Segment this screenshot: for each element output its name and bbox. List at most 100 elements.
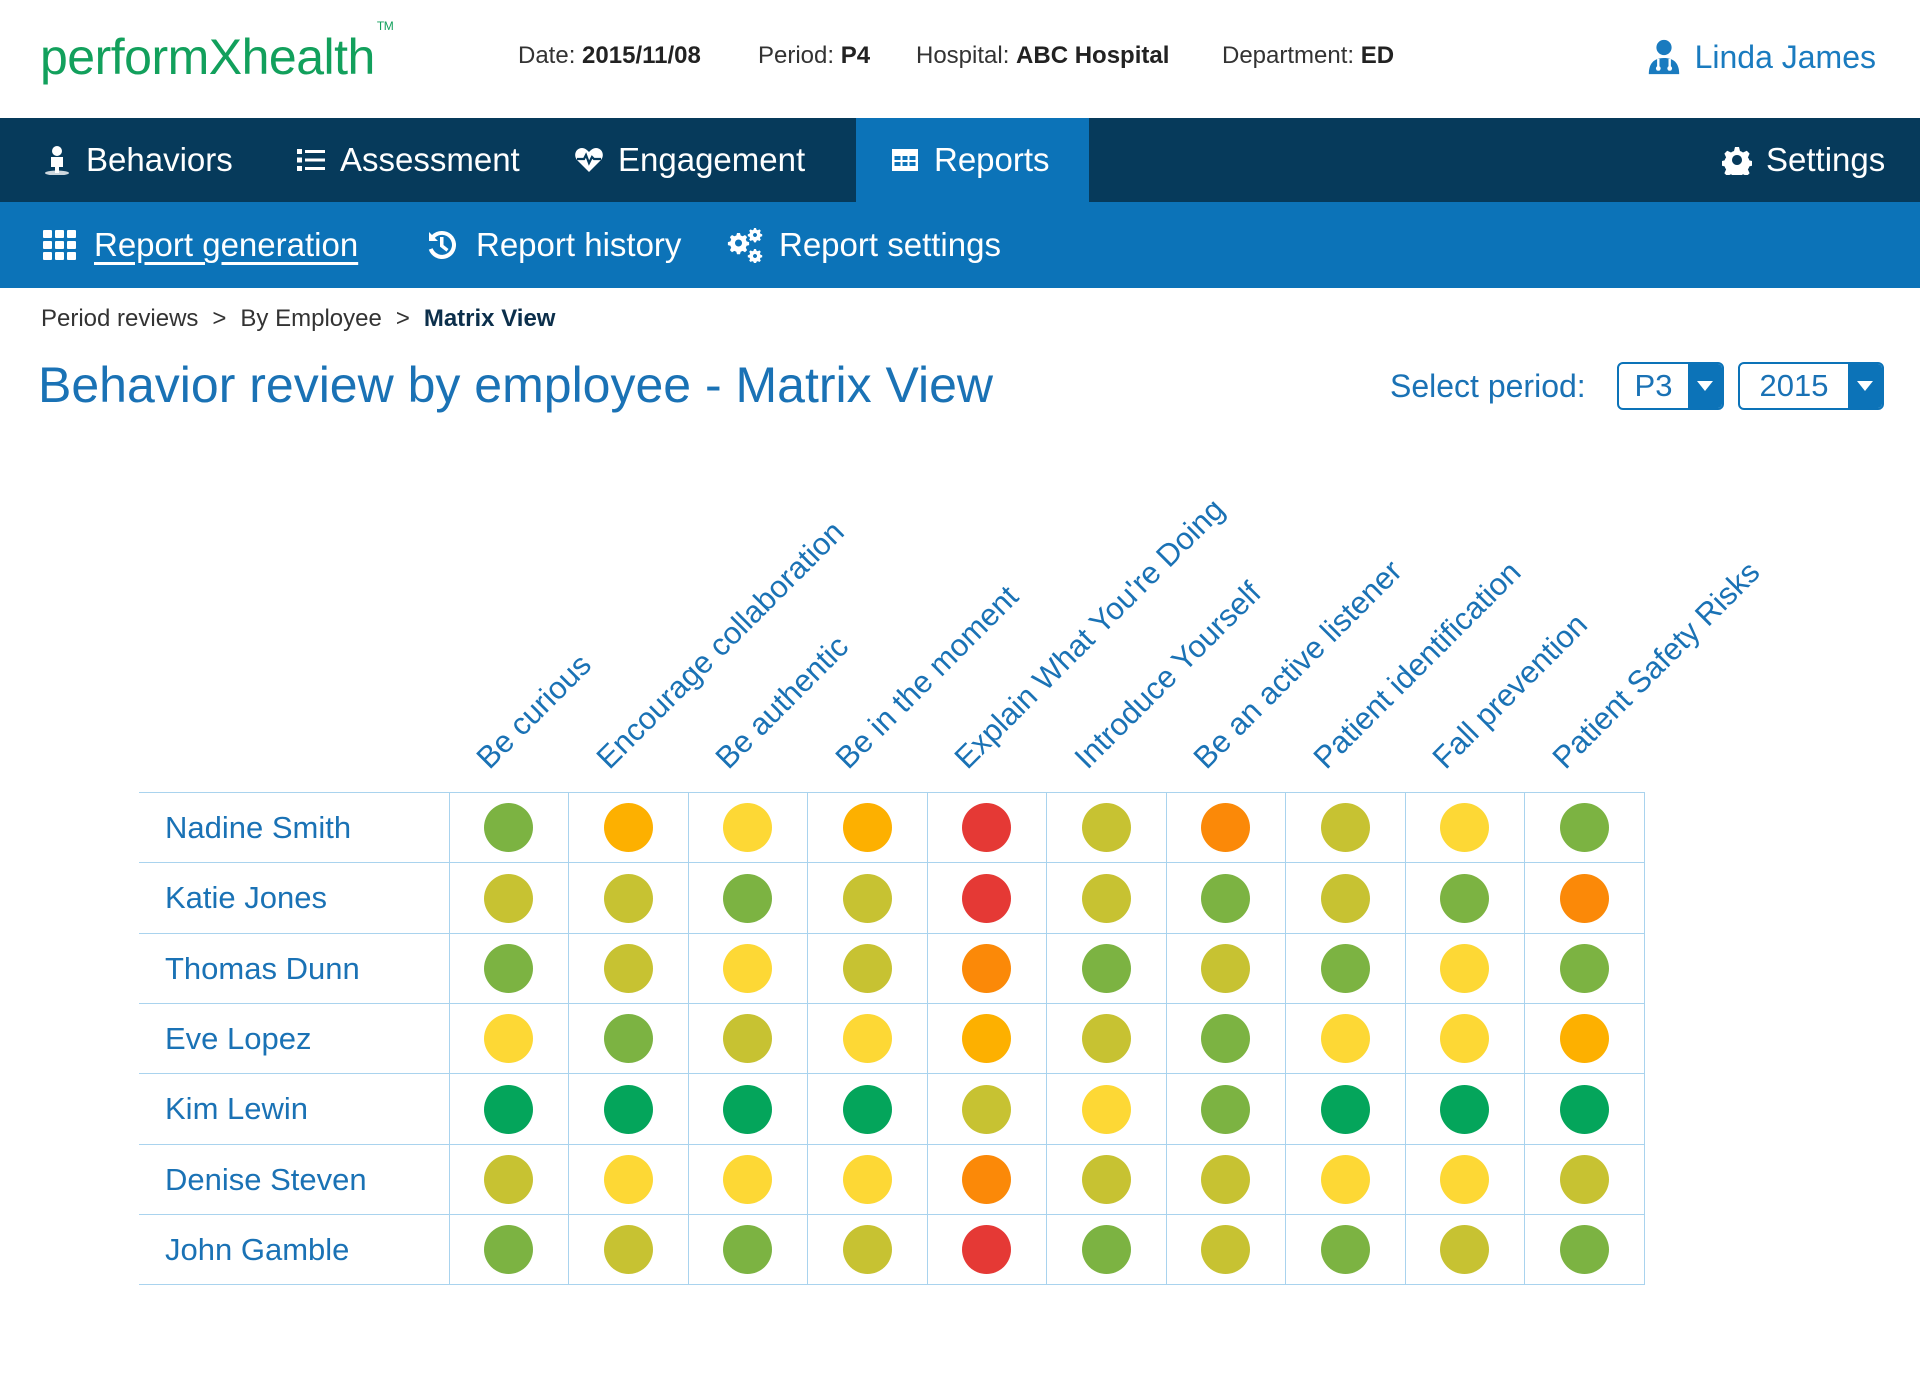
matrix-cell[interactable] (1046, 1003, 1167, 1074)
user-menu[interactable]: Linda James (1645, 38, 1876, 76)
subnav-report-settings[interactable]: Report settings (727, 202, 1001, 288)
matrix-cell[interactable] (1165, 792, 1286, 863)
rating-dot-olive[interactable] (723, 1014, 773, 1063)
rating-dot-olive[interactable] (1440, 1225, 1490, 1274)
matrix-cell[interactable] (926, 933, 1047, 1004)
rating-dot-yellow[interactable] (842, 1014, 892, 1063)
matrix-cell[interactable] (1046, 933, 1167, 1004)
rating-dot-orange[interactable] (1559, 873, 1609, 923)
rating-dot-yellow[interactable] (1440, 803, 1490, 852)
matrix-cell[interactable] (1404, 933, 1525, 1004)
rating-dot-yellow[interactable] (723, 803, 773, 852)
matrix-cell[interactable] (807, 1214, 928, 1285)
matrix-cell[interactable] (568, 1214, 689, 1285)
matrix-cell[interactable] (568, 1144, 689, 1215)
rating-dot-green[interactable] (1201, 873, 1251, 923)
matrix-cell[interactable] (448, 1214, 569, 1285)
breadcrumb-by-employee[interactable]: By Employee (240, 305, 382, 332)
rating-dot-yellow[interactable] (1320, 1014, 1370, 1063)
rating-dot-red[interactable] (962, 873, 1012, 923)
rating-dot-olive[interactable] (842, 944, 892, 993)
matrix-cell[interactable] (926, 792, 1047, 863)
matrix-cell[interactable] (1046, 1214, 1167, 1285)
matrix-cell[interactable] (1524, 933, 1645, 1004)
matrix-cell[interactable] (687, 862, 808, 934)
rating-dot-olive[interactable] (603, 873, 653, 923)
rating-dot-olive[interactable] (1320, 873, 1370, 923)
rating-dot-green[interactable] (484, 1225, 534, 1274)
rating-dot-dark-green[interactable] (1559, 1084, 1609, 1134)
rating-dot-amber[interactable] (842, 803, 892, 852)
rating-dot-dark-green[interactable] (723, 1084, 773, 1134)
matrix-cell[interactable] (448, 1073, 569, 1145)
nav-reports[interactable]: Reports (856, 118, 1089, 202)
matrix-cell[interactable] (1285, 933, 1406, 1004)
matrix-cell[interactable] (448, 933, 569, 1004)
matrix-cell[interactable] (1404, 792, 1525, 863)
rating-dot-olive[interactable] (1201, 1155, 1251, 1204)
rating-dot-amber[interactable] (962, 1014, 1012, 1063)
rating-dot-red[interactable] (962, 1225, 1012, 1274)
rating-dot-green[interactable] (1559, 803, 1609, 852)
rating-dot-yellow[interactable] (1440, 1014, 1490, 1063)
rating-dot-orange[interactable] (1201, 803, 1251, 852)
rating-dot-olive[interactable] (1081, 1155, 1131, 1204)
rating-dot-yellow[interactable] (1440, 944, 1490, 993)
matrix-cell[interactable] (1404, 1214, 1525, 1285)
matrix-cell[interactable] (1524, 792, 1645, 863)
rating-dot-green[interactable] (1559, 1225, 1609, 1274)
matrix-cell[interactable] (568, 862, 689, 934)
rating-dot-green[interactable] (484, 944, 534, 993)
subnav-report-history[interactable]: Report history (424, 202, 681, 288)
matrix-cell[interactable] (568, 1073, 689, 1145)
rating-dot-olive[interactable] (1201, 944, 1251, 993)
nav-settings[interactable]: Settings (1722, 118, 1885, 202)
rating-dot-dark-green[interactable] (1320, 1084, 1370, 1134)
app-logo[interactable]: performXhealthTM (40, 19, 394, 86)
rating-dot-olive[interactable] (1559, 1155, 1609, 1204)
matrix-cell[interactable] (1524, 1214, 1645, 1285)
matrix-cell[interactable] (1165, 1003, 1286, 1074)
rating-dot-green[interactable] (484, 803, 534, 852)
matrix-cell[interactable] (1285, 1144, 1406, 1215)
rating-dot-green[interactable] (1320, 1225, 1370, 1274)
matrix-cell[interactable] (1524, 1073, 1645, 1145)
nav-assessment[interactable]: Assessment (296, 118, 520, 202)
matrix-cell[interactable] (687, 792, 808, 863)
rating-dot-olive[interactable] (603, 1225, 653, 1274)
matrix-cell[interactable] (1046, 792, 1167, 863)
year-select[interactable]: 2015 (1738, 362, 1884, 410)
matrix-cell[interactable] (926, 1003, 1047, 1074)
matrix-cell[interactable] (926, 1144, 1047, 1215)
matrix-cell[interactable] (1165, 1214, 1286, 1285)
matrix-cell[interactable] (807, 862, 928, 934)
rating-dot-olive[interactable] (484, 873, 534, 923)
matrix-cell[interactable] (1524, 1144, 1645, 1215)
rating-dot-green[interactable] (723, 873, 773, 923)
rating-dot-yellow[interactable] (484, 1014, 534, 1063)
matrix-cell[interactable] (687, 1073, 808, 1145)
rating-dot-red[interactable] (962, 803, 1012, 852)
matrix-cell[interactable] (448, 1003, 569, 1074)
rating-dot-yellow[interactable] (723, 1155, 773, 1204)
matrix-cell[interactable] (1165, 862, 1286, 934)
matrix-cell[interactable] (448, 1144, 569, 1215)
matrix-cell[interactable] (687, 1003, 808, 1074)
rating-dot-olive[interactable] (1081, 873, 1131, 923)
nav-engagement[interactable]: Engagement (574, 118, 805, 202)
breadcrumb-period-reviews[interactable]: Period reviews (41, 305, 199, 332)
matrix-cell[interactable] (807, 1003, 928, 1074)
matrix-cell[interactable] (687, 933, 808, 1004)
rating-dot-yellow[interactable] (1440, 1155, 1490, 1204)
matrix-cell[interactable] (687, 1214, 808, 1285)
matrix-cell[interactable] (1165, 933, 1286, 1004)
rating-dot-green[interactable] (603, 1014, 653, 1063)
rating-dot-olive[interactable] (842, 1225, 892, 1274)
employee-name[interactable]: John Gamble (139, 1214, 450, 1285)
rating-dot-olive[interactable] (1201, 1225, 1251, 1274)
matrix-cell[interactable] (568, 933, 689, 1004)
rating-dot-amber[interactable] (1559, 1014, 1609, 1063)
rating-dot-olive[interactable] (842, 873, 892, 923)
rating-dot-olive[interactable] (1081, 1014, 1131, 1063)
rating-dot-olive[interactable] (1081, 803, 1131, 852)
